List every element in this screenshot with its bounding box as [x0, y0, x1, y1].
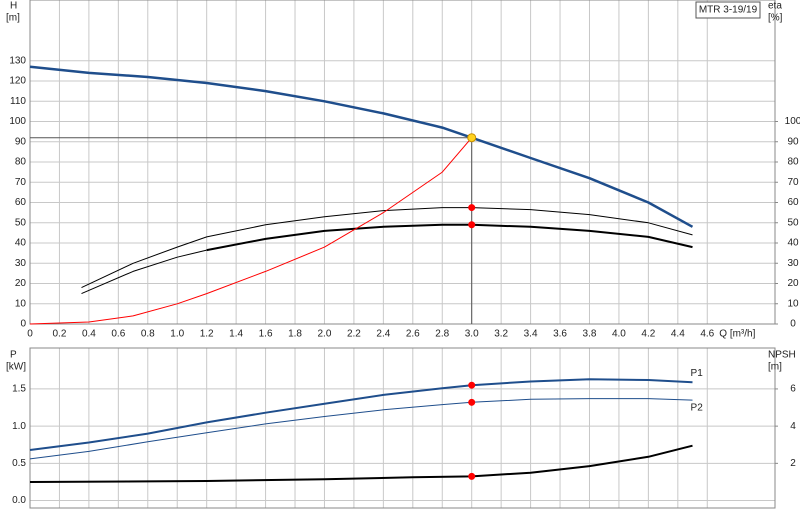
duty-point	[468, 221, 476, 229]
y2-tick-label: 20	[787, 278, 799, 289]
x-tick-label: 0.4	[82, 329, 96, 340]
x-tick-label: 3.0	[465, 329, 479, 340]
x-tick-label: 3.6	[553, 329, 567, 340]
y-tick-label: 1.5	[12, 384, 26, 395]
curve	[206, 223, 693, 252]
y-tick-label: 0.0	[12, 495, 26, 506]
y-axis-unit: [m]	[6, 13, 20, 24]
x-tick-label: 0.2	[52, 329, 66, 340]
curve	[29, 137, 473, 325]
x-tick-label: 3.4	[524, 329, 538, 340]
x-tick-label: 4.0	[612, 329, 626, 340]
y-tick-label: 70	[15, 177, 27, 188]
title-box	[695, 1, 761, 19]
y2-tick-label: 70	[787, 177, 799, 188]
x-tick-label: 0.6	[111, 329, 125, 340]
y2-tick-label: 80	[787, 157, 799, 168]
y-tick-label: 100	[9, 116, 26, 127]
x-tick-label: 3.2	[494, 329, 508, 340]
y-tick-label: 50	[15, 217, 27, 228]
y-tick-label: 90	[15, 136, 27, 147]
y-tick-label: 110	[10, 96, 26, 107]
x-tick-label: 2.2	[347, 329, 361, 340]
y-tick-label: 60	[15, 197, 27, 208]
y-tick-label: 30	[15, 258, 27, 269]
duty-point	[468, 204, 476, 212]
y-tick-label: 10	[15, 298, 27, 309]
y2-tick-label: 50	[787, 217, 799, 228]
x-tick-label: 0.8	[141, 329, 155, 340]
x-tick-label: 1.0	[170, 329, 184, 340]
plot-frame	[29, 0, 776, 325]
y-tick-label: 0.5	[12, 458, 26, 469]
y-axis-label: P	[10, 350, 17, 361]
y-axis-unit: [kW]	[6, 362, 26, 373]
series-label: P1	[691, 368, 704, 379]
x-tick-label: 2.8	[435, 329, 449, 340]
y2-axis-label: NPSH	[768, 350, 796, 361]
y-tick-label: 0	[20, 319, 26, 330]
y2-tick-label: 6	[790, 384, 796, 395]
y2-axis-unit: [m]	[768, 362, 782, 373]
x-tick-label: 2.6	[406, 329, 420, 340]
curve	[29, 398, 693, 460]
x-tick-label: 4.2	[641, 329, 655, 340]
y2-tick-label: 30	[787, 258, 799, 269]
y-tick-label: 40	[15, 238, 27, 249]
x-tick-label: 1.2	[200, 329, 214, 340]
duty-point	[467, 133, 477, 143]
y2-tick-label: 2	[790, 458, 796, 469]
x-tick-label: 0	[27, 329, 33, 340]
y2-tick-label: 0	[790, 319, 796, 330]
y2-tick-label: 4	[790, 421, 796, 432]
curve	[81, 207, 693, 289]
y-tick-label: 20	[15, 278, 27, 289]
y2-axis-label: eta	[768, 1, 782, 12]
x-tick-label: 4.4	[671, 329, 685, 340]
y-tick-label: 120	[9, 76, 26, 87]
y-tick-label: 130	[9, 55, 26, 66]
y2-tick-label: 60	[787, 197, 799, 208]
y2-tick-label: 100	[785, 116, 800, 127]
series-label: P2	[691, 403, 704, 414]
x-tick-label: 4.6	[700, 329, 714, 340]
y2-tick-label: 40	[787, 238, 799, 249]
x-tick-label: 2.0	[318, 329, 332, 340]
x-tick-label: 3.8	[583, 329, 597, 340]
y2-tick-label: 10	[787, 298, 799, 309]
x-axis-label: Q [m³/h]	[719, 329, 755, 340]
duty-point	[468, 472, 476, 480]
chart-title: MTR 3-19/19	[699, 5, 758, 16]
x-tick-label: 1.8	[288, 329, 302, 340]
y-axis-label: H	[10, 1, 17, 12]
duty-point	[468, 398, 476, 406]
plot-area	[30, 348, 775, 508]
y2-axis-unit: [%]	[768, 13, 783, 24]
curve	[29, 65, 694, 228]
y-tick-label: 80	[15, 157, 27, 168]
curve	[81, 249, 207, 295]
duty-point	[468, 381, 476, 389]
x-tick-label: 1.4	[229, 329, 243, 340]
curve	[29, 378, 693, 451]
y-tick-label: 1.0	[12, 421, 26, 432]
y2-tick-label: 90	[787, 136, 799, 147]
x-tick-label: 1.6	[259, 329, 273, 340]
plot-frame	[29, 347, 776, 509]
x-tick-label: 2.4	[376, 329, 390, 340]
